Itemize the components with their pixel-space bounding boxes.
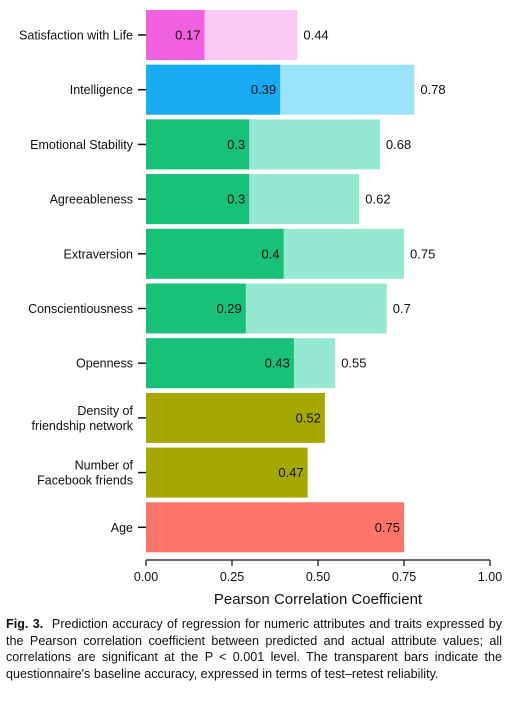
prediction-bar-extraversion bbox=[146, 228, 284, 279]
prediction-bar-age bbox=[146, 502, 404, 553]
category-label: Satisfaction with Life bbox=[19, 29, 133, 43]
prediction-value-label: 0.4 bbox=[262, 246, 280, 261]
prediction-value-label: 0.75 bbox=[375, 520, 400, 535]
axes-group: Satisfaction with Life Intelligence Emotio… bbox=[19, 29, 502, 585]
prediction-bar-openness bbox=[146, 338, 294, 389]
category-label: Agreeableness bbox=[50, 193, 133, 207]
baseline-value-label: 0.78 bbox=[420, 82, 445, 97]
prediction-bar-number-of-facebook-friends bbox=[146, 447, 308, 498]
bar-chart: 0.44 0.17 0.78 0.39 0.68 0.3 0.62 0.3 0.75 0.4 0.7… bbox=[19, 10, 502, 608]
prediction-bar-intelligence bbox=[146, 64, 281, 115]
prediction-value-label: 0.3 bbox=[227, 137, 245, 152]
prediction-value-label: 0.3 bbox=[227, 192, 245, 207]
x-tick-label: 1.00 bbox=[478, 570, 502, 584]
bars-group: 0.44 0.17 0.78 0.39 0.68 0.3 0.62 0.3 0.75 0.4 0.7… bbox=[146, 10, 446, 553]
prediction-value-label: 0.47 bbox=[278, 465, 303, 480]
caption-label: Fig. 3. bbox=[6, 617, 44, 631]
prediction-bar-satisfaction-with-life bbox=[146, 10, 205, 60]
x-axis-title: Pearson Correlation Coefficient bbox=[214, 591, 423, 608]
caption-text: Prediction accuracy of regression for nu… bbox=[6, 617, 503, 681]
figure-caption: Fig. 3. Prediction accuracy of regressio… bbox=[6, 616, 502, 682]
category-label: Conscientiousness bbox=[28, 302, 133, 316]
x-tick-label: 0.75 bbox=[392, 570, 416, 584]
prediction-bar-agreeableness bbox=[146, 174, 250, 225]
prediction-value-label: 0.52 bbox=[296, 410, 321, 425]
prediction-bar-density-of-friendship-network bbox=[146, 392, 325, 443]
baseline-value-label: 0.55 bbox=[341, 356, 366, 371]
baseline-value-label: 0.75 bbox=[410, 246, 435, 261]
baseline-value-label: 0.44 bbox=[303, 28, 328, 43]
prediction-value-label: 0.43 bbox=[265, 356, 290, 371]
category-label: Density of friendship network bbox=[32, 404, 134, 433]
prediction-value-label: 0.29 bbox=[216, 301, 241, 316]
category-label: Emotional Stability bbox=[30, 138, 134, 152]
prediction-value-label: 0.17 bbox=[175, 28, 200, 43]
category-label: Age bbox=[111, 521, 133, 535]
prediction-bar-emotional-stability bbox=[146, 119, 250, 170]
category-label: Openness bbox=[76, 357, 133, 371]
baseline-value-label: 0.68 bbox=[386, 137, 411, 152]
baseline-value-label: 0.62 bbox=[365, 192, 390, 207]
prediction-bar-conscientiousness bbox=[146, 283, 246, 334]
category-label: Intelligence bbox=[70, 83, 133, 97]
baseline-value-label: 0.7 bbox=[393, 301, 411, 316]
x-tick-label: 0.25 bbox=[220, 570, 244, 584]
category-label: Number of Facebook friends bbox=[37, 459, 133, 488]
prediction-value-label: 0.39 bbox=[251, 82, 276, 97]
x-tick-label: 0.00 bbox=[134, 570, 158, 584]
x-tick-label: 0.50 bbox=[306, 570, 330, 584]
category-label: Extraversion bbox=[64, 247, 134, 261]
